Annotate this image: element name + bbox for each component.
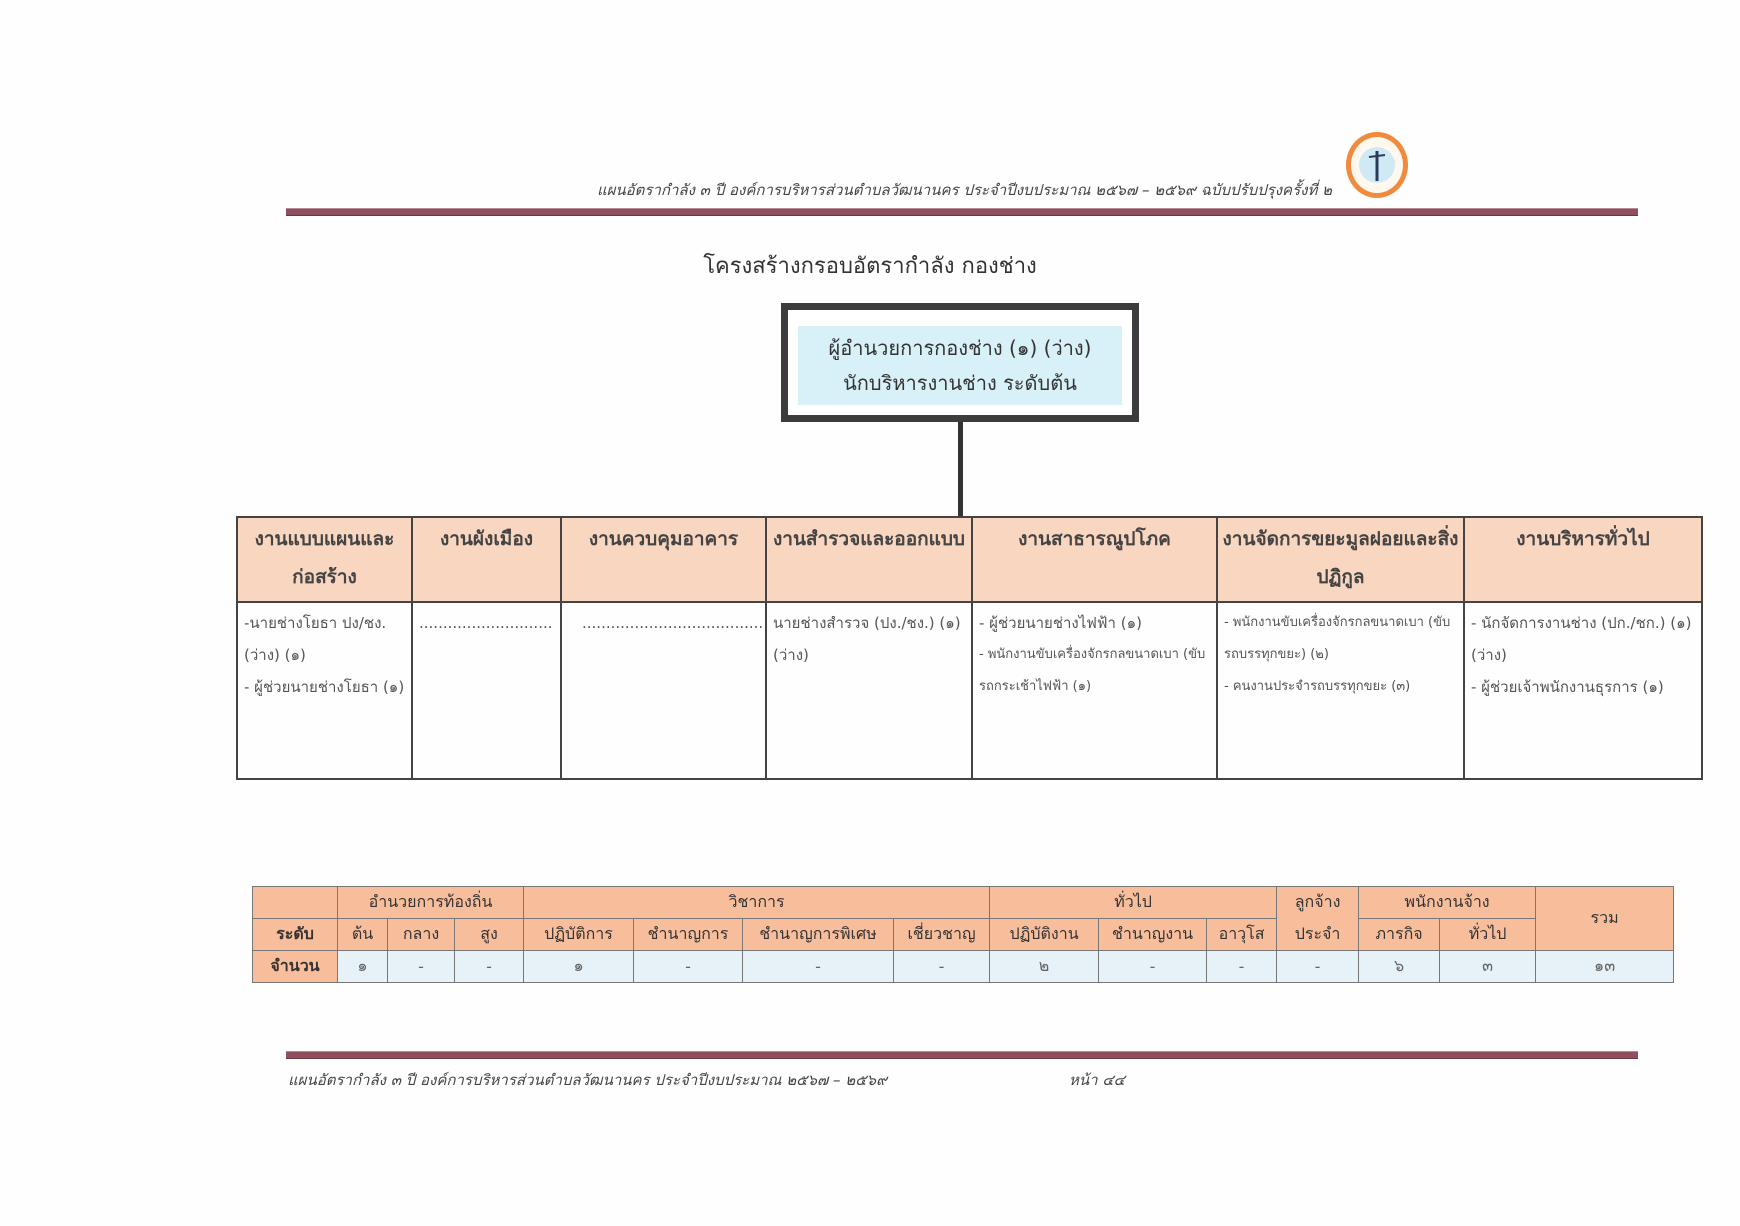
count-cell: - [742, 950, 895, 983]
level-header: ภารกิจ [1358, 918, 1441, 951]
level-header: ชำนาญการพิเศษ [742, 918, 895, 951]
level-header: ทั่วไป [1439, 918, 1537, 951]
count-cell: - [387, 950, 455, 983]
count-cell: ๒ [989, 950, 1100, 983]
unit-positions: ............................ [411, 601, 562, 780]
unit-header: งานแบบแผนและก่อสร้าง [236, 516, 413, 603]
page-number: หน้า ๔๔ [1069, 1071, 1126, 1089]
count-cell: ๑ [523, 950, 635, 983]
position-item: - ผู้ช่วยนายช่างโยธา (๑) [244, 678, 405, 696]
org-units-header-row: งานแบบแผนและก่อสร้าง งานผังเมือง งานควบค… [236, 516, 1703, 603]
count-cell: - [453, 950, 525, 983]
level-header: อาวุโส [1206, 918, 1278, 951]
head-position-title: ผู้อำนวยการกองช่าง (๑) (ว่าง) [828, 335, 1092, 360]
position-item: - ผู้ช่วยเจ้าพนักงานธุรการ (๑) [1471, 678, 1664, 696]
level-header: กลาง [387, 918, 455, 951]
count-cell: ๖ [1358, 950, 1441, 983]
level-header: เชี่ยวชาญ [893, 918, 991, 951]
unit-positions: นายช่างสำรวจ (ปง./ชง.) (๑) (ว่าง) [765, 601, 973, 780]
count-cell: - [1206, 950, 1278, 983]
unit-header: งานควบคุมอาคาร [560, 516, 767, 603]
position-item: - พนักงานขับเครื่องจักรกลขนาดเบา (ขับรถบ… [1224, 615, 1451, 662]
unit-header: งานสาธารณูปโภค [971, 516, 1218, 603]
unit-header: งานผังเมือง [411, 516, 562, 603]
group-header: ทั่วไป [989, 886, 1278, 919]
position-item: - นักจัดการงานช่าง (ปก./ชก.) (๑) (ว่าง) [1471, 614, 1692, 664]
level-header: ปฏิบัติงาน [989, 918, 1100, 951]
footer-divider [286, 1051, 1638, 1059]
count-cell: - [633, 950, 744, 983]
count-cell: - [1276, 950, 1360, 983]
seal-figure-icon [1359, 147, 1395, 183]
position-item: -นายช่างโยธา ปง/ชง. (ว่าง) (๑) [244, 614, 387, 664]
total-header: รวม [1535, 886, 1675, 951]
page-header-text: แผนอัตรากำลัง ๓ ปี องค์การบริหารส่วนตำบล… [596, 181, 1332, 199]
head-position-box: ผู้อำนวยการกองช่าง (๑) (ว่าง) นักบริหารง… [781, 303, 1139, 422]
page-footer-text: แผนอัตรากำลัง ๓ ปี องค์การบริหารส่วนตำบล… [288, 1071, 888, 1089]
unit-positions: - ผู้ช่วยนายช่างไฟฟ้า (๑) - พนักงานขับเค… [971, 601, 1218, 780]
count-label: จำนวน [252, 950, 338, 983]
total-count-cell: ๑๓ [1535, 950, 1675, 983]
unit-positions: - นักจัดการงานช่าง (ปก./ชก.) (๑) (ว่าง) … [1463, 601, 1703, 780]
organization-logo [1346, 132, 1408, 198]
unit-header: งานสำรวจและออกแบบ [765, 516, 973, 603]
header-divider [286, 208, 1638, 216]
summary-corner [252, 886, 338, 919]
unit-header: งานจัดการขยะมูลฝอยและสิ่งปฏิกูล [1216, 516, 1465, 603]
level-header: ต้น [337, 918, 388, 951]
count-cell: ๑ [337, 950, 388, 983]
org-units-table: งานแบบแผนและก่อสร้าง งานผังเมือง งานควบค… [236, 516, 1703, 780]
position-placeholder: ............................ [419, 614, 553, 632]
group-header: พนักงานจ้าง [1358, 886, 1537, 919]
unit-header: งานบริหารทั่วไป [1463, 516, 1703, 603]
level-header: ปฏิบัติการ [523, 918, 635, 951]
unit-positions: ...................................... [560, 601, 767, 780]
unit-positions: - พนักงานขับเครื่องจักรกลขนาดเบา (ขับรถบ… [1216, 601, 1465, 780]
position-item: นายช่างสำรวจ (ปง./ชง.) (๑) (ว่าง) [773, 614, 961, 664]
group-header: ลูกจ้าง [1276, 886, 1360, 919]
org-connector-line [958, 422, 963, 516]
level-header: ประจำ [1276, 918, 1360, 951]
position-item: - ผู้ช่วยนายช่างไฟฟ้า (๑) [979, 614, 1142, 632]
level-label: ระดับ [252, 918, 338, 951]
head-position-level: นักบริหารงานช่าง ระดับต้น [843, 370, 1077, 395]
count-cell: - [1098, 950, 1208, 983]
staff-summary-table: อำนวยการท้องถิ่น วิชาการ ทั่วไป ลูกจ้าง … [252, 886, 1675, 983]
group-header: อำนวยการท้องถิ่น [336, 886, 525, 919]
group-header: วิชาการ [523, 886, 991, 919]
position-item: - พนักงานขับเครื่องจักรกลขนาดเบา (ขับรถก… [979, 647, 1206, 694]
unit-positions: -นายช่างโยธา ปง/ชง. (ว่าง) (๑) - ผู้ช่วย… [236, 601, 413, 780]
count-cell: ๓ [1439, 950, 1537, 983]
level-header: ชำนาญงาน [1098, 918, 1208, 951]
level-header: สูง [453, 918, 525, 951]
position-placeholder: ...................................... [582, 614, 764, 632]
org-units-positions-row: -นายช่างโยธา ปง/ชง. (ว่าง) (๑) - ผู้ช่วย… [236, 601, 1703, 780]
level-header: ชำนาญการ [633, 918, 744, 951]
page-title: โครงสร้างกรอบอัตรากำลัง กองช่าง [703, 254, 1037, 279]
count-cell: - [893, 950, 991, 983]
position-item: - คนงานประจำรถบรรทุกขยะ (๓) [1224, 679, 1411, 694]
